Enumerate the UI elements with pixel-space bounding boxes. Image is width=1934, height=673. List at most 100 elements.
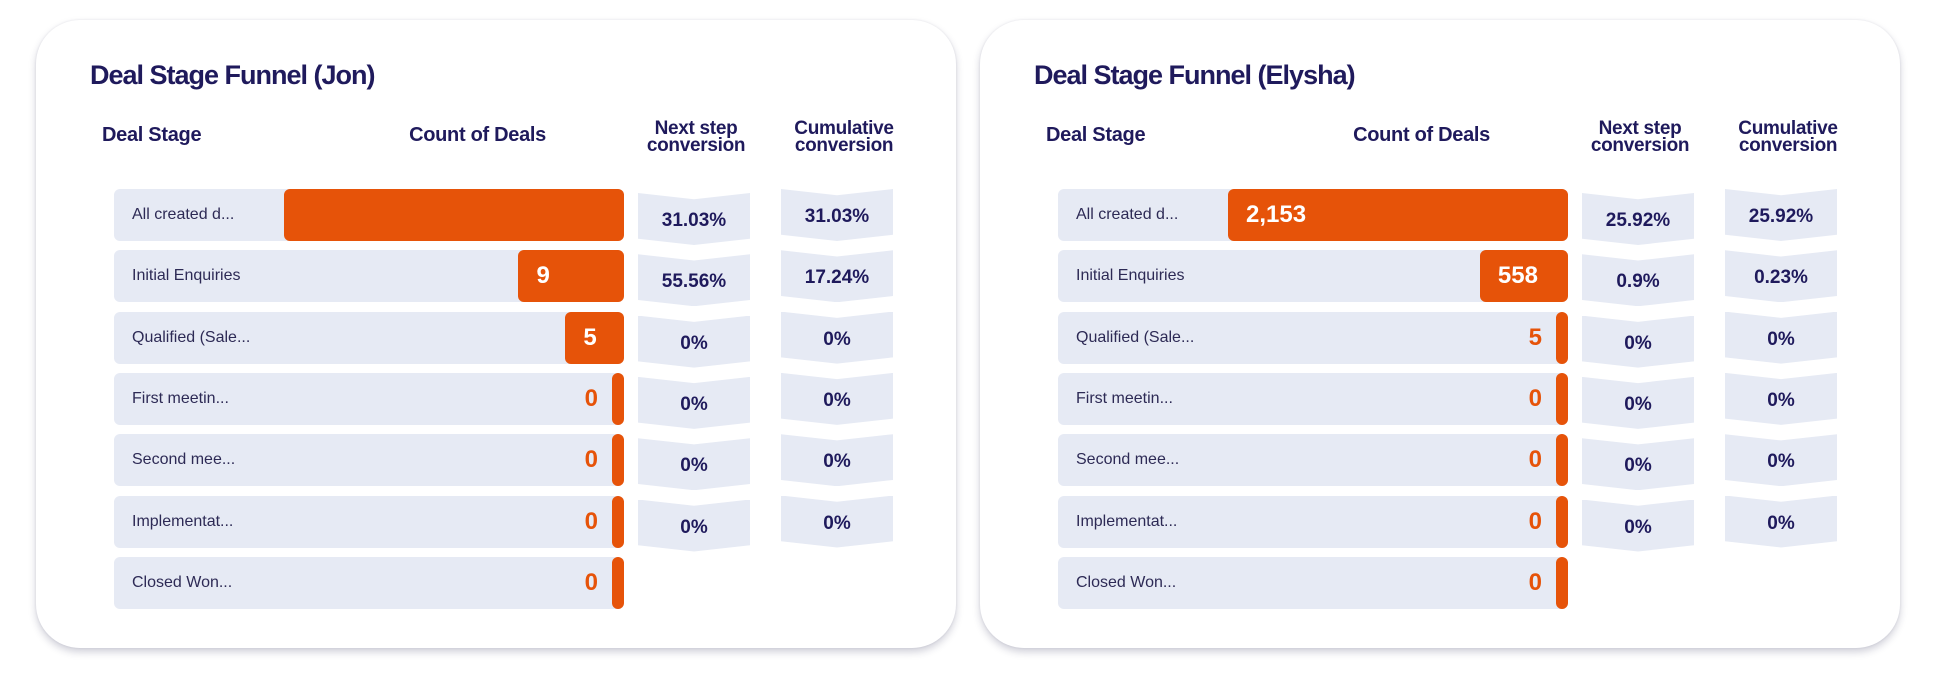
count-bar [284, 189, 624, 241]
header-next-line2: conversion [646, 135, 746, 156]
stage-label: Qualified (Sale... [132, 328, 251, 346]
funnel-row[interactable]: Initial Enquiries 9 [114, 250, 624, 303]
count-bar [1556, 556, 1568, 609]
count-label: 2,153 [1246, 201, 1307, 228]
cumulative-conversion-chevron: 0% [1725, 311, 1837, 364]
cumulative-conversion-value: 0% [823, 389, 851, 411]
cumulative-conversion-chevron: 0% [1725, 495, 1837, 548]
funnel-row[interactable]: Implementat... 0 [1058, 495, 1568, 548]
row-background [1058, 311, 1568, 364]
next-step-conversion-chevron: 0.9% [1582, 254, 1694, 307]
next-step-conversion-value: 0% [1624, 516, 1652, 538]
header-next-step-conversion: Next step conversion [1580, 118, 1700, 155]
header-count-of-deals: Count of Deals [1353, 124, 1490, 146]
next-step-conversion-chevron: 0% [638, 438, 750, 491]
count-label: 0 [584, 446, 598, 474]
cumulative-conversion-value: 0.23% [1754, 267, 1808, 289]
stage-label: Second mee... [132, 451, 236, 469]
cumulative-conversion-value: 31.03% [804, 206, 870, 227]
row-background [114, 495, 624, 548]
funnel-row[interactable]: First meetin... 0 [1058, 372, 1568, 425]
next-step-conversion-value: 31.03% [661, 210, 727, 231]
count-bar [1556, 311, 1568, 364]
chart-title: Deal Stage Funnel (Elysha) [1034, 60, 1356, 90]
next-step-conversion-value: 25.92% [1605, 210, 1671, 231]
funnel-row[interactable]: Initial Enquiries 558 [1058, 250, 1568, 303]
count-bar [1556, 372, 1568, 425]
cumulative-conversion-chevron: 25.92% [1725, 189, 1837, 241]
funnel-row[interactable]: Closed Won... 0 [1058, 556, 1568, 609]
cumulative-conversion-chevron: 0% [1725, 434, 1837, 487]
row-background [1058, 495, 1568, 548]
header-cum-line2: conversion [1738, 135, 1838, 156]
count-bar [612, 495, 624, 548]
next-step-conversion-chevron: 0% [638, 315, 750, 368]
next-step-conversion-chevron: 25.92% [1582, 193, 1694, 245]
cumulative-conversion-value: 0% [823, 328, 851, 350]
cumulative-conversion-value: 0% [1767, 389, 1795, 411]
next-step-conversion-value: 0% [680, 393, 708, 415]
cumulative-conversion-value: 0% [823, 512, 851, 534]
count-label: 0 [1528, 507, 1542, 535]
stage-label: Implementat... [1076, 512, 1178, 530]
next-step-conversion-chevron: 55.56% [638, 254, 750, 307]
funnel-row[interactable]: Second mee... 0 [114, 434, 624, 487]
count-bar [565, 311, 624, 364]
stage-label: Closed Won... [132, 573, 233, 591]
next-step-conversion-chevron: 0% [638, 376, 750, 429]
funnel-row[interactable]: All created d... 2,153 [1058, 189, 1568, 241]
cumulative-conversion-value: 0% [1767, 451, 1795, 473]
next-step-conversion-chevron: 0% [1582, 315, 1694, 368]
chart-title: Deal Stage Funnel (Jon) [90, 60, 376, 90]
cumulative-conversion-value: 0% [1767, 328, 1795, 350]
funnel-row[interactable]: Qualified (Sale... 5 [1058, 311, 1568, 364]
funnel-row[interactable]: All created d... [114, 189, 624, 241]
row-background [114, 372, 624, 425]
cumulative-conversion-value: 17.24% [804, 267, 870, 289]
count-bar [1556, 434, 1568, 487]
cumulative-conversion-value: 0% [1767, 512, 1795, 534]
cumulative-conversion-chevron: 0% [781, 372, 893, 425]
next-step-conversion-value: 55.56% [661, 271, 727, 293]
stage-label: First meetin... [1076, 389, 1173, 407]
row-background [114, 311, 624, 364]
count-label: 0 [1528, 446, 1542, 474]
cumulative-conversion-chevron: 0.23% [1725, 250, 1837, 303]
stage-label: Second mee... [1076, 451, 1180, 469]
count-bar [1228, 189, 1568, 241]
stage-label: Closed Won... [1076, 573, 1177, 591]
header-next-line1: Next step [1598, 118, 1682, 139]
count-label: 0 [1528, 384, 1542, 412]
count-label: 0 [584, 384, 598, 412]
stage-label: Initial Enquiries [1076, 267, 1185, 285]
count-bar [1479, 250, 1568, 303]
next-step-conversion-value: 0% [680, 516, 708, 538]
funnel-row[interactable]: Implementat... 0 [114, 495, 624, 548]
cumulative-conversion-chevron: 0% [781, 495, 893, 548]
header-count-of-deals: Count of Deals [409, 124, 546, 146]
count-bar [612, 372, 624, 425]
next-step-conversion-value: 0% [1624, 455, 1652, 477]
stage-label: Qualified (Sale... [1076, 328, 1195, 346]
funnel-row[interactable]: Qualified (Sale... 5 [114, 311, 624, 364]
header-cum-line1: Cumulative [794, 118, 894, 139]
count-label: 0 [1528, 568, 1542, 596]
cumulative-conversion-value: 25.92% [1748, 206, 1814, 227]
cumulative-conversion-chevron: 31.03% [781, 189, 893, 241]
row-background [1058, 372, 1568, 425]
next-step-conversion-value: 0% [1624, 332, 1652, 354]
header-cum-line1: Cumulative [1738, 118, 1838, 139]
header-cum-line2: conversion [794, 135, 894, 156]
count-label: 558 [1497, 262, 1538, 290]
stage-label: All created d... [1076, 206, 1179, 223]
funnel-row[interactable]: Second mee... 0 [1058, 434, 1568, 487]
row-background [114, 556, 624, 609]
header-next-step-conversion: Next step conversion [636, 119, 756, 156]
count-label: 9 [536, 262, 550, 290]
funnel-row[interactable]: First meetin... 0 [114, 372, 624, 425]
next-step-conversion-chevron: 0% [1582, 499, 1694, 552]
row-background [1058, 434, 1568, 487]
count-bar [518, 250, 624, 303]
funnel-row[interactable]: Closed Won... 0 [114, 556, 624, 609]
next-step-conversion-chevron: 0% [1582, 438, 1694, 491]
